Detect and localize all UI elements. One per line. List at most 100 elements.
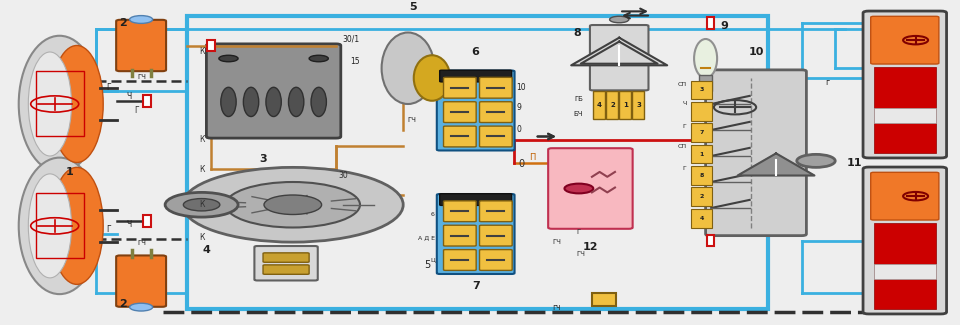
Bar [633,91,644,119]
Bar [874,223,936,309]
Text: 1: 1 [65,167,73,177]
Text: 15: 15 [350,57,360,66]
Text: 3: 3 [260,154,268,164]
Circle shape [219,55,238,62]
Circle shape [564,184,593,193]
Polygon shape [737,153,814,176]
Text: 0: 0 [516,125,521,135]
Text: К: К [200,47,205,57]
Ellipse shape [266,87,281,117]
Text: 4: 4 [597,102,602,108]
FancyBboxPatch shape [548,148,633,229]
Text: 8: 8 [700,173,704,178]
Text: Г: Г [134,106,138,115]
Ellipse shape [28,174,71,278]
Text: ГЧ: ГЧ [552,239,561,245]
FancyBboxPatch shape [437,194,515,274]
Bar [207,40,215,51]
Bar [691,81,712,99]
Text: ГЧ: ГЧ [137,240,147,246]
Text: Ц: Ц [430,257,435,263]
Circle shape [264,195,322,215]
Text: 4: 4 [203,245,210,255]
Text: СП: СП [677,82,686,87]
Text: 30/1: 30/1 [343,34,360,44]
Circle shape [183,199,220,211]
Ellipse shape [28,52,71,156]
Bar [187,16,768,309]
Text: Ч: Ч [683,101,686,107]
Circle shape [130,16,153,23]
Text: А Д Е: А Д Е [418,235,435,240]
Ellipse shape [50,46,103,162]
Ellipse shape [18,36,100,172]
FancyBboxPatch shape [871,172,939,220]
FancyBboxPatch shape [254,246,318,280]
FancyBboxPatch shape [444,102,476,123]
Text: К: К [200,233,205,242]
Text: г: г [826,78,829,87]
Text: 10: 10 [516,83,526,92]
Text: 3: 3 [636,102,641,108]
Ellipse shape [221,87,236,117]
Text: ГЧ: ГЧ [407,117,416,123]
Text: Г: Г [683,124,686,129]
Ellipse shape [414,55,450,101]
Text: 3: 3 [700,87,704,92]
FancyBboxPatch shape [116,255,166,307]
Text: 4: 4 [700,215,704,221]
Ellipse shape [694,39,717,78]
Bar [707,235,714,246]
Text: Ч: Ч [126,220,132,229]
Ellipse shape [382,32,434,104]
Circle shape [165,192,238,217]
Text: ГЧ: ГЧ [137,74,147,80]
Ellipse shape [288,87,303,117]
Bar [691,123,712,142]
FancyBboxPatch shape [444,225,476,246]
Bar [874,67,936,153]
Text: 2: 2 [700,194,704,199]
Text: К: К [200,164,205,174]
Text: Г: Г [576,229,580,235]
FancyBboxPatch shape [589,25,649,90]
Text: ГБ: ГБ [574,96,584,102]
Bar [874,108,936,123]
Circle shape [130,303,153,311]
Circle shape [610,16,629,23]
Text: гч: гч [553,303,561,312]
Ellipse shape [243,87,259,117]
Text: 6: 6 [431,212,435,217]
Text: 9: 9 [720,21,728,31]
Bar [691,145,712,163]
Text: К: К [200,135,205,144]
FancyBboxPatch shape [480,126,513,147]
Bar [143,95,151,107]
Text: 7: 7 [700,130,704,135]
Text: К: К [200,200,205,209]
Ellipse shape [50,167,103,284]
Polygon shape [571,38,667,65]
Text: 10: 10 [748,47,764,57]
Bar [691,187,712,206]
FancyBboxPatch shape [440,70,512,82]
Circle shape [309,55,328,62]
Text: 7: 7 [471,281,480,291]
Text: 12: 12 [583,242,598,252]
FancyBboxPatch shape [480,225,513,246]
Text: 6: 6 [471,47,480,57]
Text: 8: 8 [573,28,581,38]
Bar [691,209,712,228]
FancyBboxPatch shape [437,71,515,150]
Text: СП: СП [677,144,686,149]
Bar [619,91,631,119]
Bar [606,91,618,119]
FancyBboxPatch shape [444,126,476,147]
Bar [592,293,616,306]
Bar [874,264,936,279]
FancyBboxPatch shape [444,77,476,98]
Bar [699,75,712,91]
Text: 30: 30 [338,171,348,180]
FancyBboxPatch shape [871,16,939,64]
Text: БЧ: БЧ [573,111,584,117]
